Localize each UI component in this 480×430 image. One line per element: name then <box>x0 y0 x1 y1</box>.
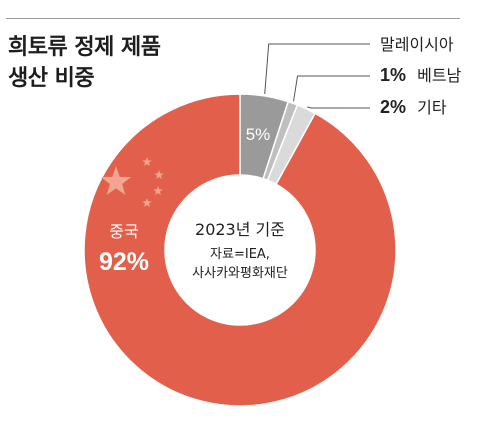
callout-vietnam: 1% 베트남 <box>380 65 462 85</box>
center-source-line-2: 사사카와평화재단 <box>192 266 288 281</box>
leader-lines <box>264 43 370 109</box>
callout-malaysia-name: 말레이시아 <box>380 35 454 54</box>
donut-slices <box>83 93 397 407</box>
center-year-label: 2023년 기준 <box>195 220 285 239</box>
chart-title-line-2: 생산 비중 <box>8 66 95 91</box>
leader-line-other <box>307 106 370 109</box>
callout-vietnam-value: 1% <box>380 65 406 85</box>
slice-label-china-value: 92% <box>99 248 149 276</box>
slice-label-malaysia-value: 5% <box>246 125 271 144</box>
center-source-line-1: 자료=IEA, <box>210 247 270 262</box>
small-star-icon <box>154 170 164 180</box>
small-star-icon <box>153 186 163 196</box>
callout-vietnam-name: 베트남 <box>417 66 461 85</box>
china-flag-stars <box>100 157 164 208</box>
small-star-icon <box>142 198 152 208</box>
chart-title-line-1: 희토류 정제 제품 <box>8 35 161 60</box>
slice-china <box>83 93 397 407</box>
leader-line-vietnam <box>293 75 370 102</box>
top-rule <box>6 18 460 19</box>
slice-label-china-name: 중국 <box>109 222 138 241</box>
callout-other-name: 기타 <box>417 98 447 117</box>
chart-title: 희토류 정제 제품 생산 비중 <box>8 32 161 94</box>
large-star-icon <box>100 166 132 195</box>
small-star-icon <box>142 157 152 167</box>
callout-other: 2% 기타 <box>380 97 447 117</box>
callout-other-value: 2% <box>380 97 406 117</box>
leader-line-malaysia <box>264 43 370 94</box>
